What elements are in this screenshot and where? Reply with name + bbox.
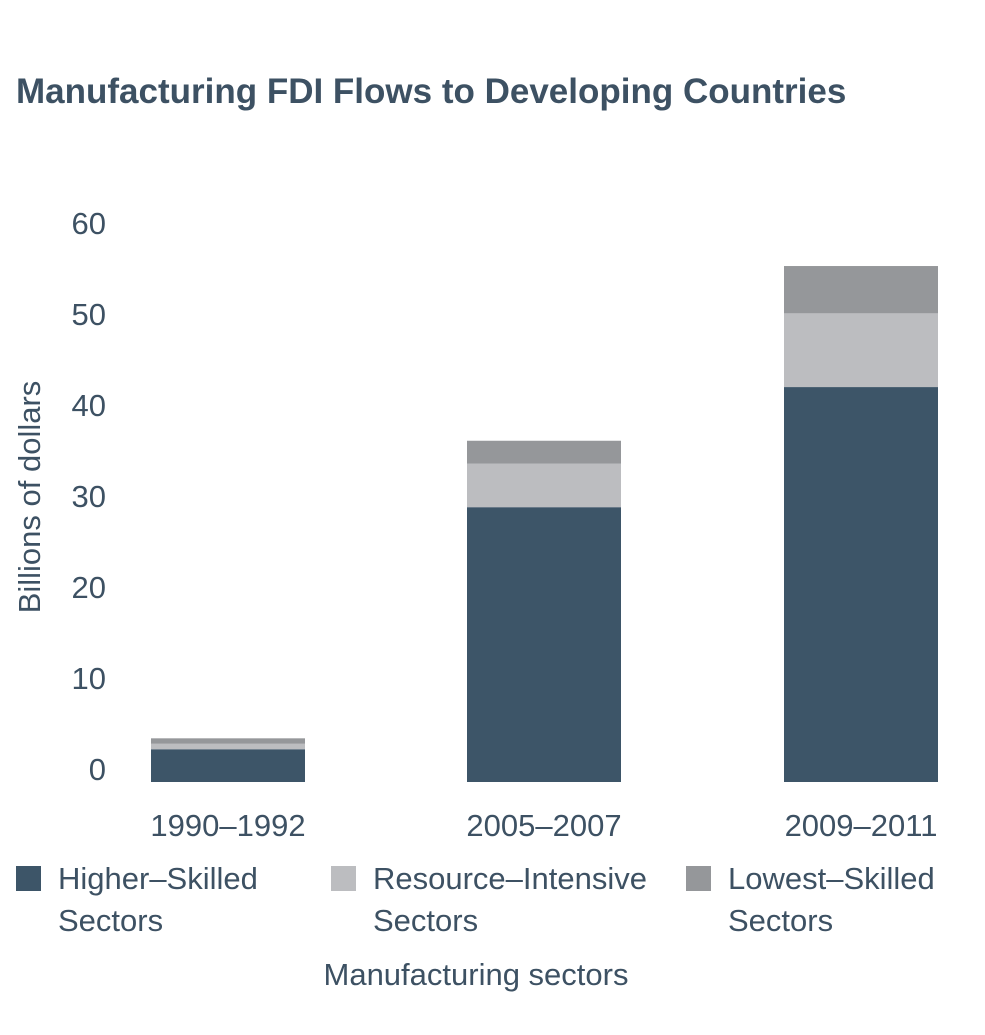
- chart-plot: Billions of dollars 0 10 20 30 40 50 60 1990–1…: [12, 206, 938, 843]
- y-axis-title: Billions of dollars: [12, 381, 47, 614]
- bar-resource-intensive-2005–2007: [467, 463, 621, 508]
- bar-higher-skilled-1990–1992: [151, 749, 305, 782]
- y-tick-label-10: 10: [72, 661, 106, 696]
- legend-label-resource-intensive-line1: Resource–Intensive: [373, 861, 647, 896]
- x-tick-label-1990–1992: 1990–1992: [150, 808, 305, 843]
- bar-resource-intensive-2009–2011: [784, 313, 938, 388]
- y-tick-label-20: 20: [72, 570, 106, 605]
- legend-swatch-lowest-skilled: [686, 866, 711, 891]
- y-tick-label-30: 30: [72, 479, 106, 514]
- y-tick-label-40: 40: [72, 388, 106, 423]
- legend-item-higher-skilled: Higher–Skilled Sectors: [16, 858, 258, 942]
- legend-label-resource-intensive-line2: Sectors: [373, 903, 479, 938]
- x-tick-label-2005–2007: 2005–2007: [466, 808, 621, 843]
- y-tick-label-0: 0: [89, 752, 106, 787]
- y-tick-label-60: 60: [72, 206, 106, 241]
- legend-swatch-resource-intensive: [331, 866, 356, 891]
- bar-higher-skilled-2005–2007: [467, 507, 621, 782]
- bar-lowest-skilled-2009–2011: [784, 266, 938, 314]
- legend-label-higher-skilled-line1: Higher–Skilled: [58, 861, 258, 896]
- x-tick-label-2009–2011: 2009–2011: [785, 808, 938, 843]
- legend-swatch-higher-skilled: [16, 866, 41, 891]
- legend-label-higher-skilled-line2: Sectors: [58, 903, 164, 938]
- legend-label-lowest-skilled-line2: Sectors: [728, 903, 834, 938]
- bar-higher-skilled-2009–2011: [784, 387, 938, 782]
- legend: Higher–Skilled Sectors Resource–Intensiv…: [0, 858, 985, 948]
- y-tick-label-50: 50: [72, 297, 106, 332]
- legend-item-resource-intensive: Resource–Intensive Sectors: [331, 858, 647, 942]
- x-axis-title: Manufacturing sectors: [323, 957, 629, 992]
- legend-item-lowest-skilled: Lowest–Skilled Sectors: [686, 858, 935, 942]
- bar-lowest-skilled-2005–2007: [467, 440, 621, 464]
- bar-resource-intensive-1990–1992: [151, 743, 305, 750]
- chart-title: Manufacturing FDI Flows to Developing Co…: [16, 72, 847, 111]
- legend-label-lowest-skilled-line1: Lowest–Skilled: [728, 861, 935, 896]
- bar-lowest-skilled-1990–1992: [151, 738, 305, 744]
